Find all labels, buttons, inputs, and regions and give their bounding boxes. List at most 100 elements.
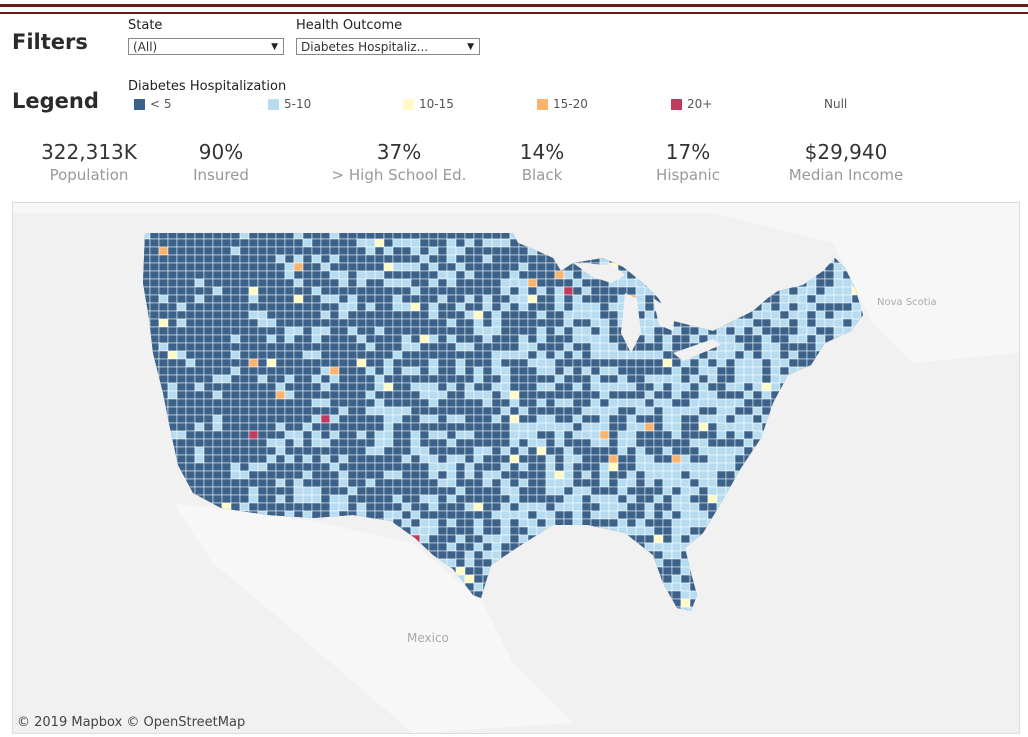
county-cell[interactable]: [653, 454, 664, 464]
county-cell[interactable]: [473, 374, 484, 384]
county-cell[interactable]: [644, 270, 655, 280]
county-cell[interactable]: [644, 294, 655, 304]
county-cell[interactable]: [248, 318, 259, 328]
county-cell[interactable]: [446, 534, 457, 544]
county-cell[interactable]: [536, 374, 547, 384]
county-cell[interactable]: [311, 318, 322, 328]
county-cell[interactable]: [734, 262, 745, 272]
county-cell[interactable]: [797, 478, 808, 488]
county-cell[interactable]: [284, 390, 295, 400]
county-cell[interactable]: [455, 550, 466, 560]
county-cell[interactable]: [788, 286, 799, 296]
county-cell[interactable]: [275, 334, 286, 344]
county-cell[interactable]: [752, 446, 763, 456]
county-cell[interactable]: [545, 510, 556, 520]
county-cell[interactable]: [644, 518, 655, 528]
county-cell[interactable]: [158, 342, 169, 352]
county-cell[interactable]: [491, 270, 502, 280]
county-cell[interactable]: [527, 590, 538, 600]
county-cell[interactable]: [725, 318, 736, 328]
county-cell[interactable]: [752, 326, 763, 336]
county-cell[interactable]: [653, 398, 664, 408]
county-cell[interactable]: [599, 550, 610, 560]
county-cell[interactable]: [167, 286, 178, 296]
county-cell[interactable]: [338, 462, 349, 472]
county-cell[interactable]: [554, 262, 565, 272]
county-cell[interactable]: [788, 366, 799, 376]
county-cell[interactable]: [581, 286, 592, 296]
county-cell[interactable]: [203, 590, 214, 600]
county-cell[interactable]: [266, 374, 277, 384]
county-cell[interactable]: [374, 254, 385, 264]
county-cell[interactable]: [212, 286, 223, 296]
county-cell[interactable]: [320, 438, 331, 448]
county-cell[interactable]: [248, 390, 259, 400]
county-cell[interactable]: [725, 566, 736, 576]
county-cell[interactable]: [698, 606, 709, 615]
county-cell[interactable]: [545, 286, 556, 296]
county-cell[interactable]: [716, 550, 727, 560]
county-cell[interactable]: [761, 510, 772, 520]
county-cell[interactable]: [221, 358, 232, 368]
county-cell[interactable]: [581, 574, 592, 584]
county-cell[interactable]: [221, 302, 232, 312]
county-cell[interactable]: [599, 398, 610, 408]
county-cell[interactable]: [671, 254, 682, 264]
county-cell[interactable]: [743, 310, 754, 320]
county-cell[interactable]: [788, 318, 799, 328]
county-cell[interactable]: [482, 478, 493, 488]
county-cell[interactable]: [356, 262, 367, 272]
county-cell[interactable]: [563, 422, 574, 432]
county-cell[interactable]: [824, 374, 835, 384]
county-cell[interactable]: [185, 534, 196, 544]
county-cell[interactable]: [716, 582, 727, 592]
county-cell[interactable]: [671, 518, 682, 528]
county-cell[interactable]: [680, 494, 691, 504]
county-cell[interactable]: [689, 486, 700, 496]
county-cell[interactable]: [770, 462, 781, 472]
county-cell[interactable]: [176, 342, 187, 352]
county-cell[interactable]: [401, 398, 412, 408]
county-cell[interactable]: [779, 534, 790, 544]
county-cell[interactable]: [401, 414, 412, 424]
county-cell[interactable]: [428, 422, 439, 432]
county-cell[interactable]: [185, 414, 196, 424]
county-cell[interactable]: [419, 542, 430, 552]
county-cell[interactable]: [149, 534, 160, 544]
county-cell[interactable]: [779, 558, 790, 568]
county-cell[interactable]: [788, 598, 799, 608]
county-cell[interactable]: [572, 470, 583, 480]
county-cell[interactable]: [752, 350, 763, 360]
county-cell[interactable]: [680, 366, 691, 376]
county-cell[interactable]: [482, 231, 493, 240]
county-cell[interactable]: [230, 462, 241, 472]
county-cell[interactable]: [779, 318, 790, 328]
county-cell[interactable]: [824, 518, 835, 528]
county-cell[interactable]: [158, 606, 169, 615]
county-cell[interactable]: [761, 470, 772, 480]
county-cell[interactable]: [284, 366, 295, 376]
county-cell[interactable]: [563, 294, 574, 304]
county-cell[interactable]: [608, 231, 619, 240]
county-cell[interactable]: [563, 270, 574, 280]
county-cell[interactable]: [194, 302, 205, 312]
county-cell[interactable]: [761, 294, 772, 304]
county-cell[interactable]: [356, 510, 367, 520]
county-cell[interactable]: [509, 582, 520, 592]
county-cell[interactable]: [743, 406, 754, 416]
county-cell[interactable]: [239, 406, 250, 416]
county-cell[interactable]: [239, 286, 250, 296]
county-cell[interactable]: [590, 462, 601, 472]
county-cell[interactable]: [842, 414, 853, 424]
county-cell[interactable]: [185, 470, 196, 480]
county-cell[interactable]: [824, 326, 835, 336]
county-cell[interactable]: [410, 254, 421, 264]
county-cell[interactable]: [293, 238, 304, 248]
county-cell[interactable]: [590, 406, 601, 416]
county-cell[interactable]: [572, 342, 583, 352]
county-cell[interactable]: [284, 262, 295, 272]
county-cell[interactable]: [473, 486, 484, 496]
county-cell[interactable]: [824, 406, 835, 416]
county-cell[interactable]: [401, 462, 412, 472]
county-cell[interactable]: [275, 406, 286, 416]
